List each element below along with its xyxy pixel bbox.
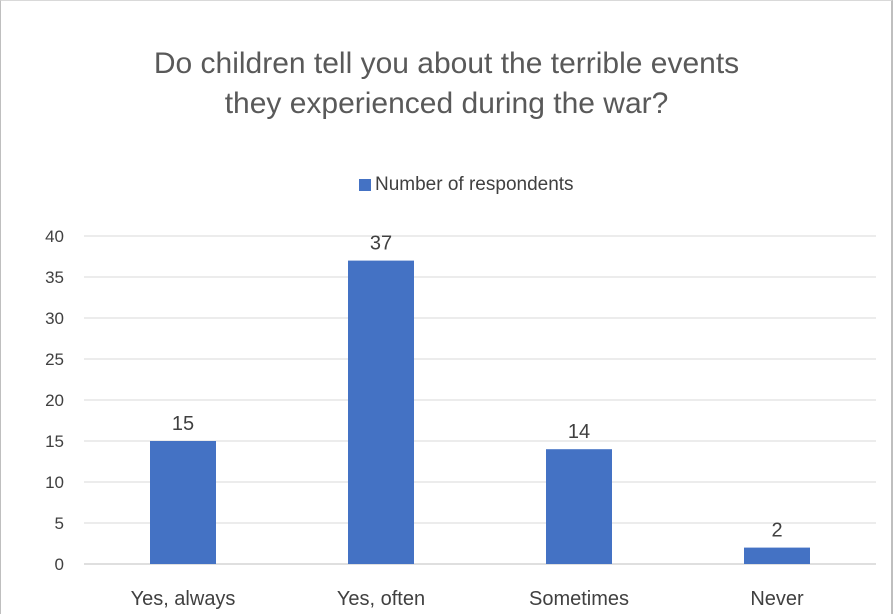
y-tick-label: 25 (45, 350, 64, 369)
y-tick-label: 5 (55, 514, 64, 533)
y-tick-label: 0 (55, 555, 64, 574)
chart-title-line-2: they experienced during the war? (224, 87, 669, 120)
chart-title: Do children tell you about the terrible … (0, 44, 893, 124)
y-tick-label: 30 (45, 309, 64, 328)
data-label: 14 (568, 421, 590, 443)
y-tick-label: 20 (45, 391, 64, 410)
legend-swatch (359, 179, 371, 191)
x-category-label: Yes, always (131, 588, 236, 610)
x-category-label: Sometimes (529, 588, 629, 610)
y-tick-label: 15 (45, 432, 64, 451)
bar (348, 260, 414, 564)
bar (546, 449, 612, 564)
legend-label: Number of respondents (375, 174, 574, 195)
chart-title-line-1: Do children tell you about the terrible … (153, 47, 740, 80)
y-tick-label: 35 (45, 268, 64, 287)
chart-legend: Number of respondents (359, 173, 574, 197)
data-label: 37 (370, 233, 392, 255)
data-label: 15 (172, 413, 194, 435)
data-label: 2 (771, 520, 782, 542)
y-tick-label: 10 (45, 473, 64, 492)
x-category-label: Never (750, 588, 804, 610)
bar (150, 441, 216, 564)
x-category-label: Yes, often (337, 588, 425, 610)
bar (744, 547, 810, 564)
y-tick-label: 40 (45, 227, 64, 246)
